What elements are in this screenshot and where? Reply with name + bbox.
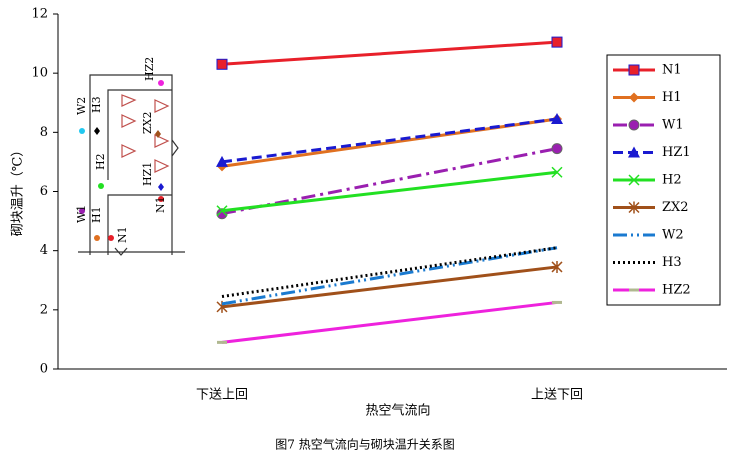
point (551, 166, 563, 178)
legend-label: HZ1 (662, 145, 691, 160)
inset-label: N1 (116, 226, 129, 243)
y-tick-label: 0 (40, 362, 48, 377)
legend-label: W2 (662, 228, 684, 243)
y-tick-label: 12 (31, 7, 48, 22)
y-tick-label: 10 (31, 66, 48, 81)
x-axis-label: 热空气流向 (365, 403, 430, 419)
point (216, 155, 228, 167)
point (551, 260, 563, 273)
y-tick-label: 2 (40, 302, 48, 317)
y-tick-label: 6 (40, 184, 48, 199)
point (551, 143, 563, 155)
point (216, 58, 228, 70)
inset-label: N1 (154, 196, 167, 213)
y-tick-label: 4 (40, 243, 48, 258)
point (551, 36, 563, 48)
series-line (221, 246, 558, 306)
legend-label: HZ2 (662, 283, 691, 298)
y-tick-label: 8 (40, 125, 48, 140)
legend-label: H3 (662, 255, 682, 270)
series-line (221, 246, 558, 299)
y-axis-label: 砌块温升（℃） (11, 144, 26, 237)
legend-marker (628, 64, 640, 76)
inset-label: W1 (75, 205, 88, 223)
inset-wall (107, 89, 172, 180)
inset-break (171, 139, 179, 157)
series-line (221, 117, 558, 168)
series-line (221, 300, 558, 344)
inset-outline (89, 74, 173, 255)
inset-label: HZ2 (143, 57, 156, 81)
inset-label: ZX2 (141, 112, 154, 134)
series-line (221, 40, 558, 66)
legend-label: H1 (662, 90, 682, 105)
legend-label: H2 (662, 173, 682, 188)
point (216, 205, 228, 217)
legend-marker (628, 174, 640, 186)
series-line (221, 265, 558, 309)
caption: 图7 热空气流向与砌块温升关系图 (275, 437, 454, 452)
legend-label: W1 (662, 118, 684, 133)
inset-label: H2 (94, 153, 107, 170)
inset-label: H1 (90, 206, 103, 223)
inset-label: HZ1 (141, 162, 154, 186)
legend-label: N1 (662, 63, 682, 78)
legend-label: ZX2 (662, 200, 689, 215)
legend-marker (628, 119, 640, 131)
inset-label: H3 (90, 96, 103, 113)
series-line (221, 170, 558, 213)
point (551, 113, 563, 125)
x-tick-label: 下送上回 (196, 388, 248, 403)
legend-marker (629, 92, 639, 103)
legend-marker (628, 201, 640, 214)
inset-break (114, 247, 128, 256)
inset-wall (107, 194, 172, 255)
inset-label: W2 (75, 97, 88, 115)
inset-diagram: W2 H3 HZ2 ZX2 H2 HZ1 W1 H1 N1 N1 (75, 57, 185, 256)
x-tick-label: 上送下回 (531, 388, 583, 403)
legend-marker (628, 146, 640, 158)
series-line (221, 117, 558, 164)
